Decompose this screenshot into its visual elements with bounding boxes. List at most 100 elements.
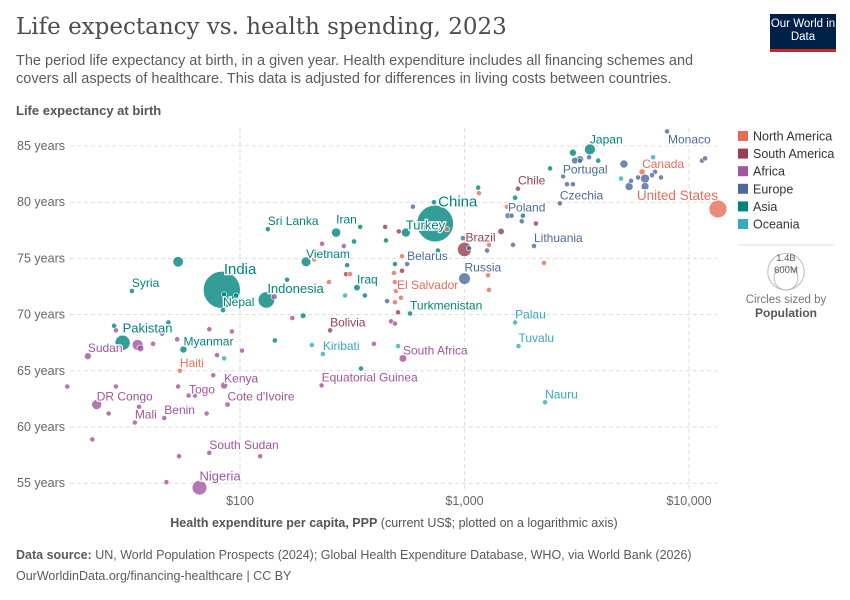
size-legend-title: Circles sized by <box>746 294 827 306</box>
data-point <box>371 340 377 347</box>
point-label: Monaco <box>668 132 711 146</box>
data-point <box>161 415 168 421</box>
point-label: Sudan <box>88 341 123 355</box>
point-label: Canada <box>642 157 684 171</box>
point-label: Iran <box>336 213 357 227</box>
data-point <box>431 199 437 206</box>
legend: North America South America Africa Europe As… <box>738 130 834 232</box>
size-legend-value: 600M <box>774 265 798 276</box>
data-point <box>340 243 347 249</box>
data-point <box>89 436 96 443</box>
data-point <box>664 128 670 135</box>
data-point <box>486 286 492 293</box>
point-label: Haiti <box>180 356 204 370</box>
data-point <box>84 352 92 360</box>
data-point <box>361 292 368 299</box>
data-point <box>409 203 416 210</box>
data-point <box>318 382 325 389</box>
data-point <box>398 294 404 301</box>
data-source-label: Data source: <box>16 548 92 562</box>
data-point <box>586 154 593 161</box>
x-axis-label-main: Health expenditure per capita, PPP <box>170 516 377 530</box>
data-point <box>444 226 450 233</box>
point-label: Pakistan <box>123 321 173 336</box>
data-point <box>308 342 315 348</box>
data-point <box>466 245 472 252</box>
data-point <box>192 392 198 399</box>
x-axis-label-note: (current US$; plotted on a logarithmic a… <box>381 516 618 530</box>
point-label: Equatorial Guinea <box>322 370 418 384</box>
data-point <box>416 204 454 243</box>
chart-title: Life expectancy vs. health spending, 202… <box>16 14 507 40</box>
data-point <box>638 168 646 176</box>
data-point <box>220 381 229 390</box>
data-point <box>556 200 563 207</box>
data-point <box>708 199 728 219</box>
y-tick-label: 80 years <box>17 195 65 209</box>
data-point <box>284 276 290 283</box>
data-point <box>512 319 518 326</box>
data-point <box>395 309 401 316</box>
data-point <box>635 174 641 181</box>
legend-item: Oceania <box>753 218 800 232</box>
data-point <box>342 292 349 299</box>
data-point <box>392 320 398 327</box>
y-tick-label: 65 years <box>17 364 65 378</box>
point-label: Tuvalu <box>519 331 555 345</box>
point-label: Palau <box>515 307 546 321</box>
point-label: Nauru <box>545 387 578 401</box>
data-point <box>175 383 181 390</box>
data-point <box>547 165 553 172</box>
data-point <box>519 212 526 219</box>
data-point <box>640 182 650 191</box>
data-point <box>458 272 471 285</box>
data-point <box>569 148 577 157</box>
data-point <box>264 226 271 233</box>
data-point <box>391 270 397 276</box>
point-label: Portugal <box>563 163 608 177</box>
x-tick-label: $10,000 <box>666 494 711 508</box>
data-point <box>327 327 334 334</box>
point-label: Kenya <box>224 371 258 385</box>
data-point <box>331 227 342 238</box>
legend-swatch <box>738 166 748 177</box>
point-label: Turkmenistan <box>410 298 482 312</box>
data-point <box>228 328 235 335</box>
data-point <box>485 272 491 279</box>
data-point <box>392 261 398 267</box>
data-point <box>129 288 135 294</box>
y-tick-label: 85 years <box>17 139 65 153</box>
data-point <box>618 175 624 182</box>
owid-logo[interactable]: Our World in Data <box>770 14 836 52</box>
data-point <box>383 237 389 244</box>
source-url[interactable]: OurWorldinData.org/financing-healthcare … <box>16 569 292 583</box>
data-point <box>289 315 296 321</box>
point-label: Nigeria <box>199 469 241 484</box>
legend-swatch <box>738 131 748 141</box>
data-point <box>344 262 351 269</box>
data-point <box>484 247 490 254</box>
data-point <box>595 157 602 164</box>
y-tick-label: 55 years <box>17 476 65 490</box>
data-source: Data source: UN, World Population Prospe… <box>16 548 692 562</box>
point-label: Syria <box>132 276 160 290</box>
point-label: Iraq <box>357 273 378 287</box>
data-point <box>518 218 525 225</box>
data-point <box>319 351 326 357</box>
data-point <box>91 399 103 410</box>
data-point <box>564 181 570 188</box>
data-point <box>702 155 708 162</box>
data-point <box>150 340 156 347</box>
data-point <box>399 267 405 274</box>
data-point <box>460 235 466 242</box>
data-point <box>531 243 537 249</box>
legend-item: Africa <box>753 165 785 179</box>
y-axis-label: Life expectancy at birth <box>16 103 161 118</box>
data-point <box>221 355 228 362</box>
data-point <box>570 181 576 188</box>
x-axis-label: Health expenditure per capita, PPP (curr… <box>170 516 617 530</box>
data-point <box>515 343 522 349</box>
data-point <box>105 410 112 417</box>
data-point <box>270 293 278 300</box>
